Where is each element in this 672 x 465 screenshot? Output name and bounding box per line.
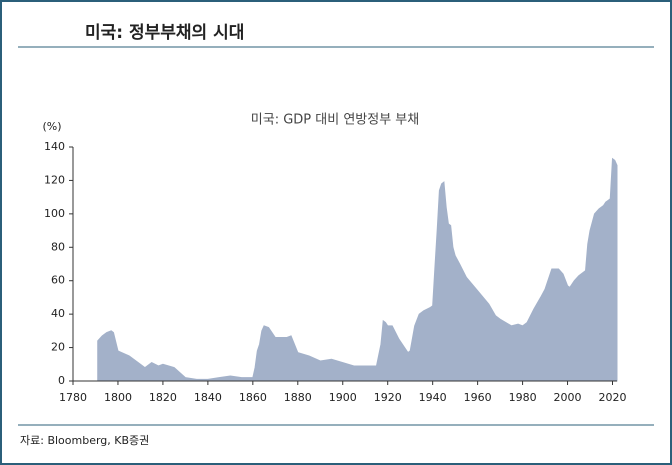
x-tick-label: 1940 [419, 391, 447, 404]
area [97, 157, 618, 382]
y-tick-label: 140 [44, 140, 65, 153]
x-tick-label: 1840 [194, 391, 222, 404]
y-tick-label: 20 [51, 341, 65, 354]
x-tick-label: 2000 [554, 391, 582, 404]
y-tick-label: 0 [58, 374, 65, 387]
x-tick-label: 1960 [464, 391, 492, 404]
y-tick-label: 60 [51, 274, 65, 287]
y-tick-label: 80 [51, 240, 65, 253]
y-tick-label: 120 [44, 173, 65, 186]
x-tick-label: 2020 [599, 391, 627, 404]
y-axis-label: (%) [42, 120, 61, 133]
x-tick-label: 1880 [284, 391, 312, 404]
x-tick-label: 1780 [59, 391, 87, 404]
x-tick-label: 1920 [374, 391, 402, 404]
y-tick-label: 100 [44, 207, 65, 220]
x-tick-label: 1980 [509, 391, 537, 404]
y-tick-label: 40 [51, 307, 65, 320]
x-tick-label: 1860 [239, 391, 267, 404]
x-tick-label: 1820 [149, 391, 177, 404]
x-tick-label: 1900 [329, 391, 357, 404]
source: 자료: Bloomberg, KB증권 [20, 434, 149, 447]
x-tick-label: 1800 [104, 391, 132, 404]
page-title: 미국: 정부부채의 시대 [85, 23, 244, 43]
chart-title: 미국: GDP 대비 연방정부 부채 [251, 113, 419, 128]
